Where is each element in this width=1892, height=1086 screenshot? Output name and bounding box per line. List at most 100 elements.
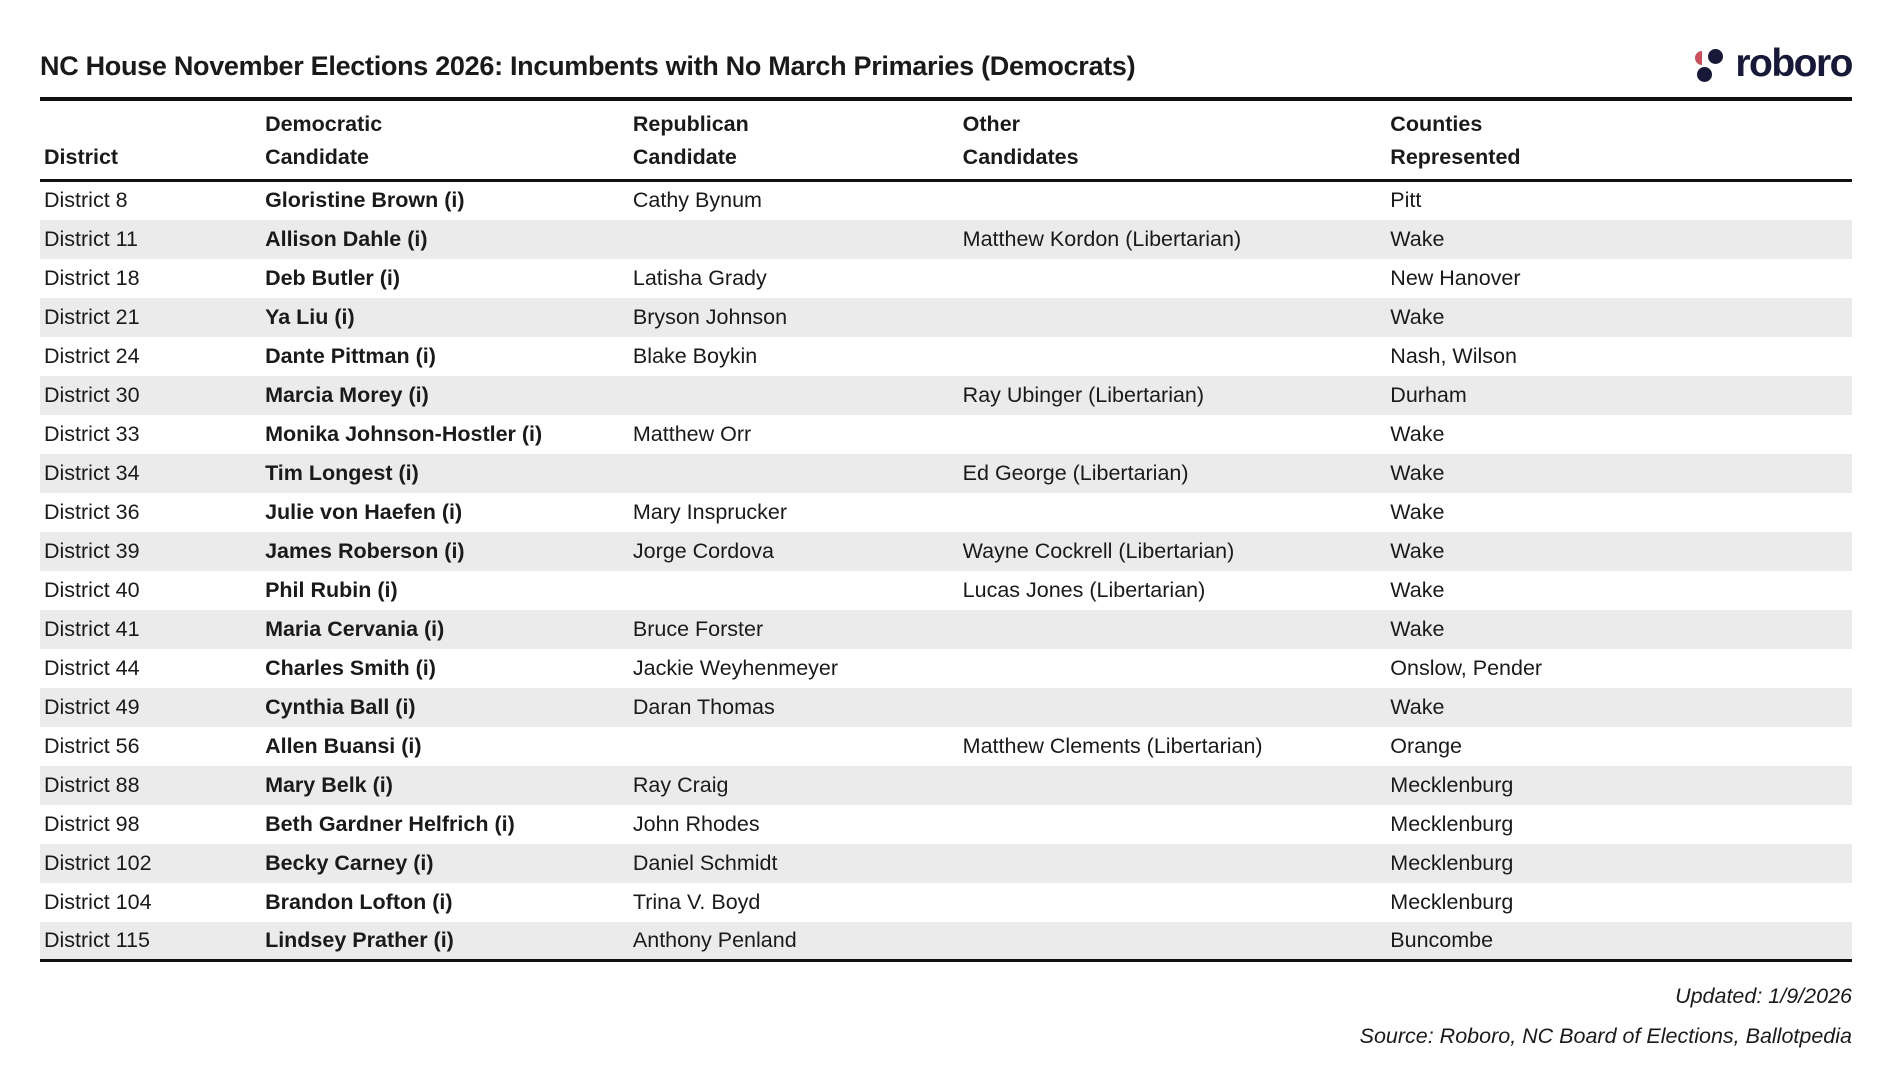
democratic-candidate-cell: Marcia Morey (i) [261,375,629,415]
counties-cell: Onslow, Pender [1390,655,1543,680]
other-candidates-cell [959,493,1387,532]
other-candidates-cell [958,687,1387,727]
table-row: District 21 Ya Liu (i) Bryson Johnson Wa… [40,297,1852,337]
column-header-line: Democratic [265,112,383,136]
other-candidates-cell: Ray Ubinger (Libertarian) [958,375,1387,415]
district-cell: District 49 [40,687,262,727]
republican-candidate-cell: Bryson Johnson [628,297,959,337]
democratic-candidate-cell: Tim Longest (i) [261,453,629,493]
counties-cell: Wake [1386,297,1852,337]
counties-cell: Durham [1386,375,1852,415]
democratic-candidate-cell: Allen Buansi (i) [265,733,422,758]
district-cell: District 24 [44,343,140,368]
table-row: District 40 Phil Rubin (i) Lucas Jones (… [40,571,1852,610]
column-header-counties-represented: Counties Represented [1386,101,1852,182]
district-cell: District 8 [44,188,128,213]
republican-candidate-cell: Blake Boykin [632,343,758,368]
counties-cell: Wake [1386,609,1852,649]
table-row: District 44 Charles Smith (i) Jackie Wey… [40,649,1852,688]
republican-candidate-cell: Cathy Bynum [632,188,762,213]
democratic-candidate-cell: Dante Pittman (i) [265,343,436,368]
democratic-candidate-cell: Gloristine Brown (i) [265,188,465,213]
republican-candidate-cell: Anthony Penland [628,921,959,961]
district-cell: District 18 [44,265,140,290]
other-candidates-cell [959,883,1387,922]
republican-candidate-cell: Daniel Schmidt [628,843,959,883]
title-divider [40,97,1852,101]
column-header-other-candidates: Other Candidates [958,101,1387,182]
other-candidates-cell [959,259,1387,298]
district-cell: District 41 [40,609,262,649]
democratic-candidate-cell: Becky Carney (i) [261,843,629,883]
republican-candidate-cell: Bruce Forster [628,609,959,649]
counties-cell: Buncombe [1386,921,1852,961]
column-header-line: Candidate [632,145,737,169]
district-cell: District 11 [40,219,262,259]
republican-candidate-cell [629,727,959,766]
district-cell: District 30 [40,375,262,415]
column-header-line: District [44,145,119,169]
district-cell: District 36 [44,499,140,524]
roboro-logo-icon [1694,46,1726,82]
roboro-logo: roboro [1694,44,1853,86]
republican-candidate-cell: Mary Insprucker [632,499,788,524]
table-row: District 18 Deb Butler (i) Latisha Grady… [40,259,1852,298]
other-candidates-cell: Matthew Kordon (Libertarian) [958,219,1387,259]
updated-date: Updated: 1/9/2026 [1675,984,1852,1008]
democratic-candidate-cell: Ya Liu (i) [261,297,629,337]
district-cell: District 44 [44,655,140,680]
table-footer: Updated: 1/9/2026 Source: Roboro, NC Boa… [40,976,1852,1056]
header-row: District Democratic Candidate Republican… [40,101,1852,182]
democratic-candidate-cell: Julie von Haefen (i) [265,499,463,524]
democratic-candidate-cell: Cynthia Ball (i) [261,687,629,727]
column-header-line: Republican [632,112,749,136]
democratic-candidate-cell: James Roberson (i) [261,531,629,571]
other-candidates-cell [959,805,1387,844]
table-row: District 88 Mary Belk (i) Ray Craig Meck… [40,765,1852,805]
table-row: District 104 Brandon Lofton (i) Trina V.… [40,883,1852,922]
republican-candidate-cell: Matthew Orr [632,421,752,446]
district-cell: District 33 [44,421,140,446]
other-candidates-cell [958,609,1387,649]
district-cell: District 39 [40,531,262,571]
table-row: District 30 Marcia Morey (i) Ray Ubinger… [40,375,1852,415]
other-candidates-cell [958,765,1387,805]
republican-candidate-cell: Ray Craig [628,765,959,805]
logo-navy-dot-icon [1697,67,1713,82]
page-title: NC House November Elections 2026: Incumb… [40,51,1136,81]
table-row: District 36 Julie von Haefen (i) Mary In… [40,493,1852,532]
other-candidates-cell: Matthew Clements (Libertarian) [962,733,1263,758]
other-candidates-cell: Wayne Cockrell (Libertarian) [958,531,1387,571]
counties-cell: Mecklenburg [1386,843,1852,883]
table-row: District 98 Beth Gardner Helfrich (i) Jo… [40,805,1852,844]
table-header: District Democratic Candidate Republican… [40,101,1852,182]
table-row: District 115 Lindsey Prather (i) Anthony… [40,921,1852,961]
other-candidates-cell [958,921,1387,961]
column-header-line [44,108,261,141]
table-row: District 49 Cynthia Ball (i) Daran Thoma… [40,687,1852,727]
logo-red-halfdot-icon [1695,51,1703,65]
counties-cell: Pitt [1390,188,1422,213]
republican-candidate-cell: Latisha Grady [632,265,767,290]
other-candidates-cell [959,415,1387,454]
democratic-candidate-cell: Charles Smith (i) [265,655,436,680]
table-row: District 102 Becky Carney (i) Daniel Sch… [40,843,1852,883]
table-body: District 8 Gloristine Brown (i) Cathy By… [40,181,1852,961]
source-note: Source: Roboro, NC Board of Elections, B… [1359,1024,1852,1048]
table-row: District 8 Gloristine Brown (i) Cathy By… [40,181,1852,220]
republican-candidate-cell [628,375,959,415]
other-candidates-cell [959,649,1387,688]
table-row: District 33 Monika Johnson-Hostler (i) M… [40,415,1852,454]
republican-candidate-cell [628,219,959,259]
other-candidates-cell [958,297,1387,337]
column-header-democratic-candidate: Democratic Candidate [261,101,629,182]
republican-candidate-cell: Jackie Weyhenmeyer [632,655,839,680]
counties-cell: Nash, Wilson [1390,343,1517,368]
column-header-line: Counties [1390,112,1483,136]
table-row: District 41 Maria Cervania (i) Bruce For… [40,609,1852,649]
column-header-line: Represented [1390,145,1521,169]
democratic-candidate-cell: Maria Cervania (i) [261,609,629,649]
top-bar: NC House November Elections 2026: Incumb… [40,0,1853,86]
column-header-republican-candidate: Republican Candidate [628,101,959,182]
